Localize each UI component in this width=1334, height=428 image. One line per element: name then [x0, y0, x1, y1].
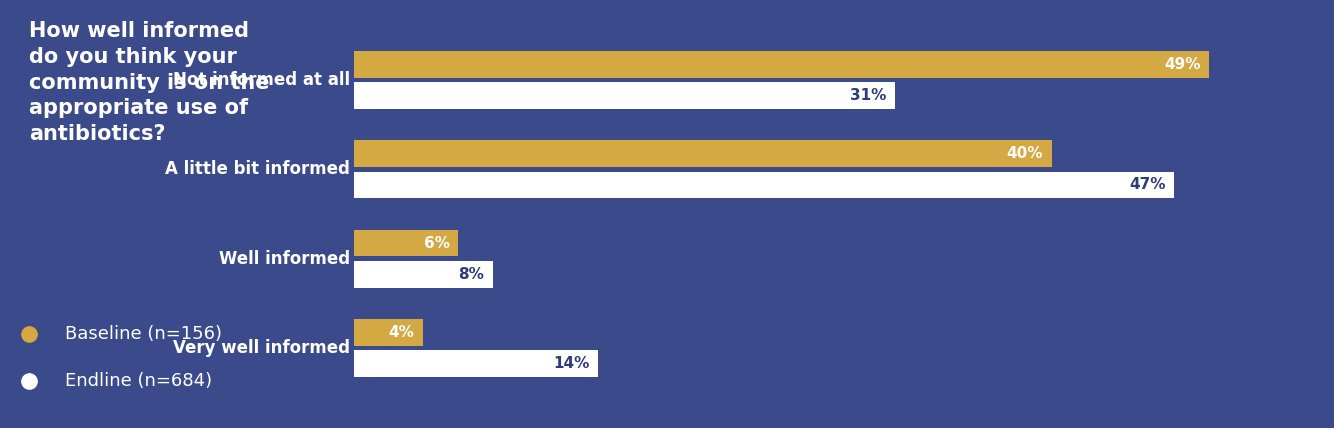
Bar	[354, 230, 459, 256]
Bar	[354, 261, 494, 288]
Text: Well informed: Well informed	[219, 250, 350, 268]
Text: Not informed at all: Not informed at all	[172, 71, 350, 89]
Text: 14%: 14%	[552, 356, 590, 371]
Bar	[354, 172, 1174, 198]
Text: 49%: 49%	[1165, 57, 1201, 72]
Text: 6%: 6%	[424, 235, 450, 250]
Text: 31%: 31%	[850, 88, 886, 103]
Bar	[354, 51, 1209, 77]
Text: How well informed
do you think your
community is on the
appropriate use of
antib: How well informed do you think your comm…	[29, 21, 269, 144]
Text: 8%: 8%	[459, 267, 484, 282]
Text: 40%: 40%	[1007, 146, 1043, 161]
Text: Baseline (n=156): Baseline (n=156)	[65, 325, 223, 343]
Text: 47%: 47%	[1129, 178, 1166, 193]
Text: 4%: 4%	[388, 325, 415, 340]
Text: Very well informed: Very well informed	[172, 339, 350, 357]
Bar	[354, 140, 1053, 167]
Text: Endline (n=684): Endline (n=684)	[65, 372, 212, 390]
Text: A little bit informed: A little bit informed	[165, 160, 350, 178]
Bar	[354, 319, 423, 346]
Bar	[354, 82, 895, 109]
Bar	[354, 351, 598, 377]
